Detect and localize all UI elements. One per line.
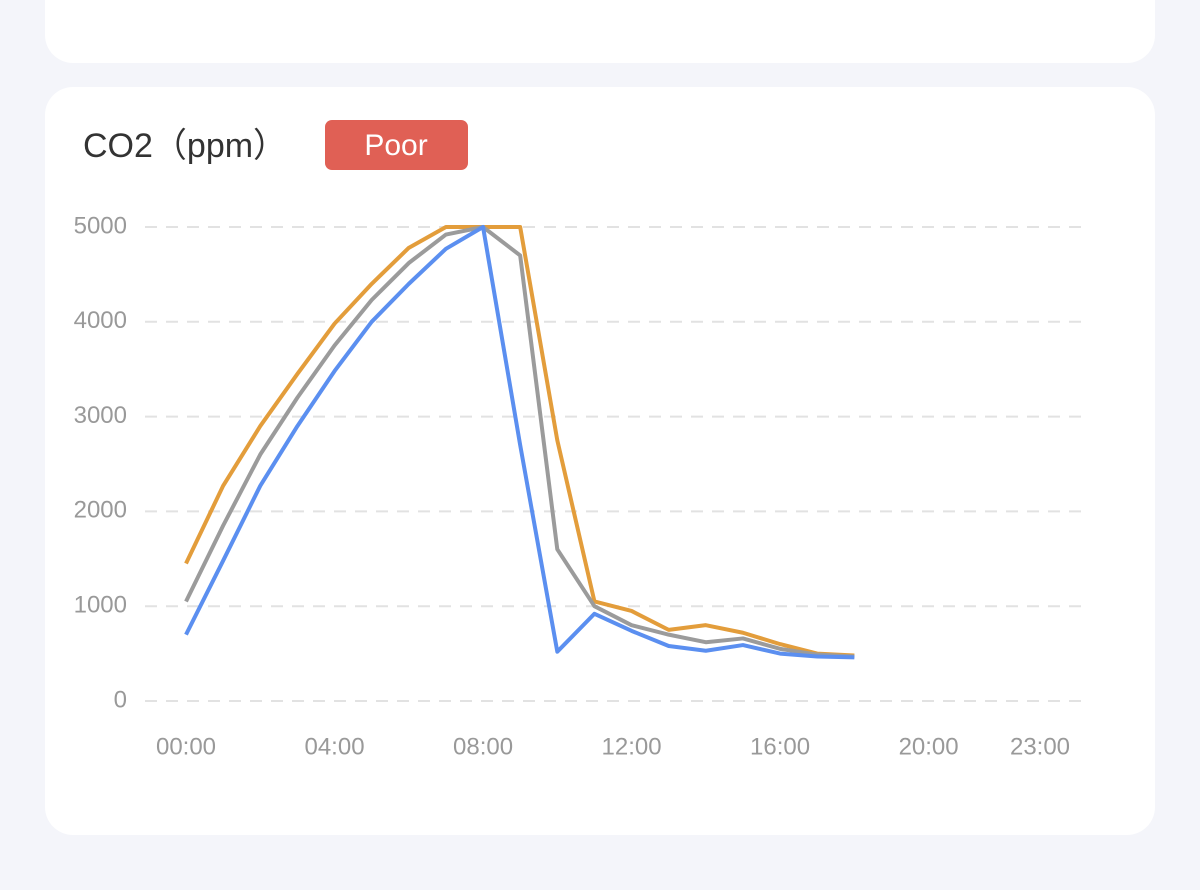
y-tick-label: 1000	[74, 592, 127, 619]
data-line	[184, 225, 855, 658]
chart-card	[45, 87, 1155, 835]
status-label: Poor	[364, 129, 427, 162]
x-tick-label: 00:00	[156, 733, 216, 760]
y-tick-label: 5000	[74, 212, 127, 239]
y-tick-label: 2000	[74, 497, 127, 524]
y-tick-label: 0	[114, 686, 127, 713]
status-badge	[325, 120, 468, 170]
x-tick-label: 20:00	[899, 733, 959, 760]
y-tick-label: 4000	[74, 307, 127, 334]
x-tick-label: 12:00	[602, 733, 662, 760]
data-line	[184, 225, 855, 660]
chart-title: CO2（ppm）	[83, 127, 287, 165]
y-tick-label: 3000	[74, 402, 127, 429]
data-line	[184, 225, 855, 659]
x-tick-label: 23:00	[1010, 733, 1070, 760]
x-tick-label: 04:00	[304, 733, 364, 760]
previous-card	[45, 0, 1155, 63]
x-tick-label: 08:00	[453, 733, 513, 760]
x-tick-label: 16:00	[750, 733, 810, 760]
